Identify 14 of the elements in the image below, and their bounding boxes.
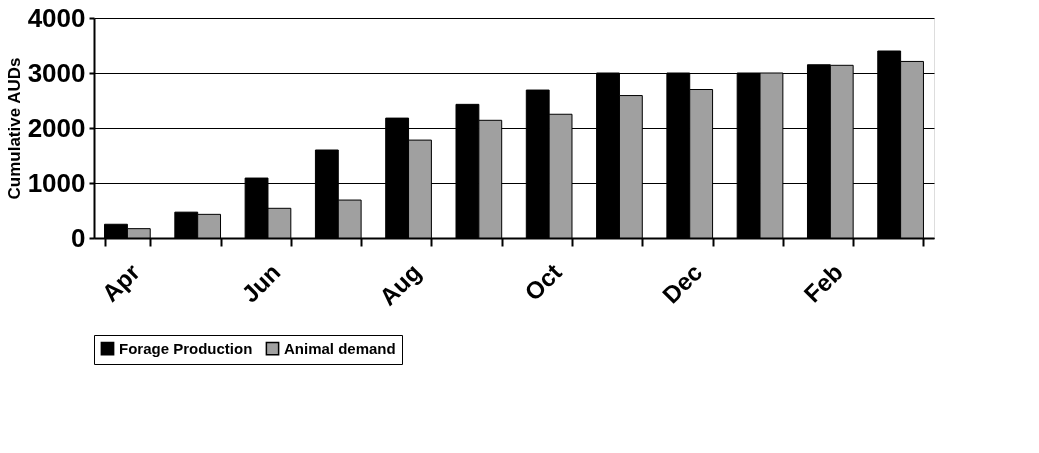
x-tick-label: Jun (236, 258, 286, 308)
legend-label: Forage Production (119, 339, 253, 357)
y-tick-label: 2000 (27, 112, 86, 143)
legend-label: Animal demand (284, 339, 396, 357)
x-tick-label: Oct (519, 258, 567, 306)
y-axis-title: Cumulative AUDs (4, 57, 24, 200)
y-tick-label: 3000 (27, 57, 86, 88)
y-tick-label: 4000 (27, 2, 86, 33)
x-tick-label: Apr (96, 258, 145, 307)
x-tick-label: Aug (373, 258, 427, 311)
x-tick-label: Feb (798, 258, 848, 308)
x-tick-label: Dec (656, 258, 708, 309)
y-tick-label: 1000 (27, 167, 86, 198)
y-tick-label: 0 (71, 222, 86, 253)
